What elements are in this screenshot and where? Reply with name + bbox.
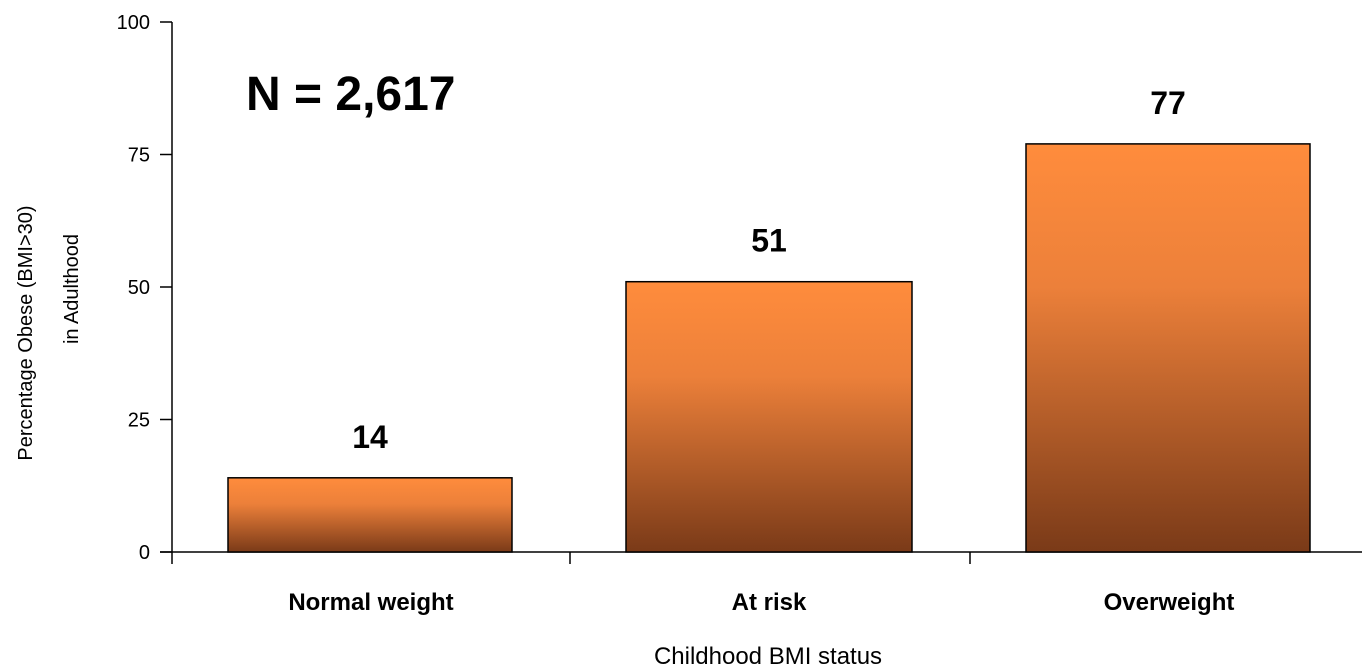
y-axis-title-line-2: in Adulthood [61,234,83,344]
category-labels: Normal weight At risk Overweight [288,589,1234,616]
bars [227,143,1311,553]
y-tick-label: 0 [139,542,150,564]
bar-normal-weight [227,477,513,553]
data-labels: 14 51 77 [352,85,1186,455]
category-label: At risk [732,589,807,616]
x-axis-title: Childhood BMI status [654,643,882,668]
y-tick-label: 100 [117,12,150,34]
y-axis-ticks: 0 25 50 75 100 [117,12,172,564]
bar-at-risk [625,280,913,553]
data-label: 51 [751,223,787,259]
bar-overweight [1025,143,1311,553]
sample-size-annotation: N = 2,617 [246,68,455,121]
y-tick-label: 50 [128,277,150,299]
data-label: 77 [1150,85,1186,121]
data-label: 14 [352,419,388,455]
category-label: Normal weight [288,589,453,616]
category-label: Overweight [1104,589,1235,616]
x-axis-ticks [569,552,971,564]
y-axis-title-line-1: Percentage Obese (BMI>30) [15,205,37,460]
y-tick-label: 25 [128,410,150,432]
y-tick-label: 75 [128,145,150,167]
